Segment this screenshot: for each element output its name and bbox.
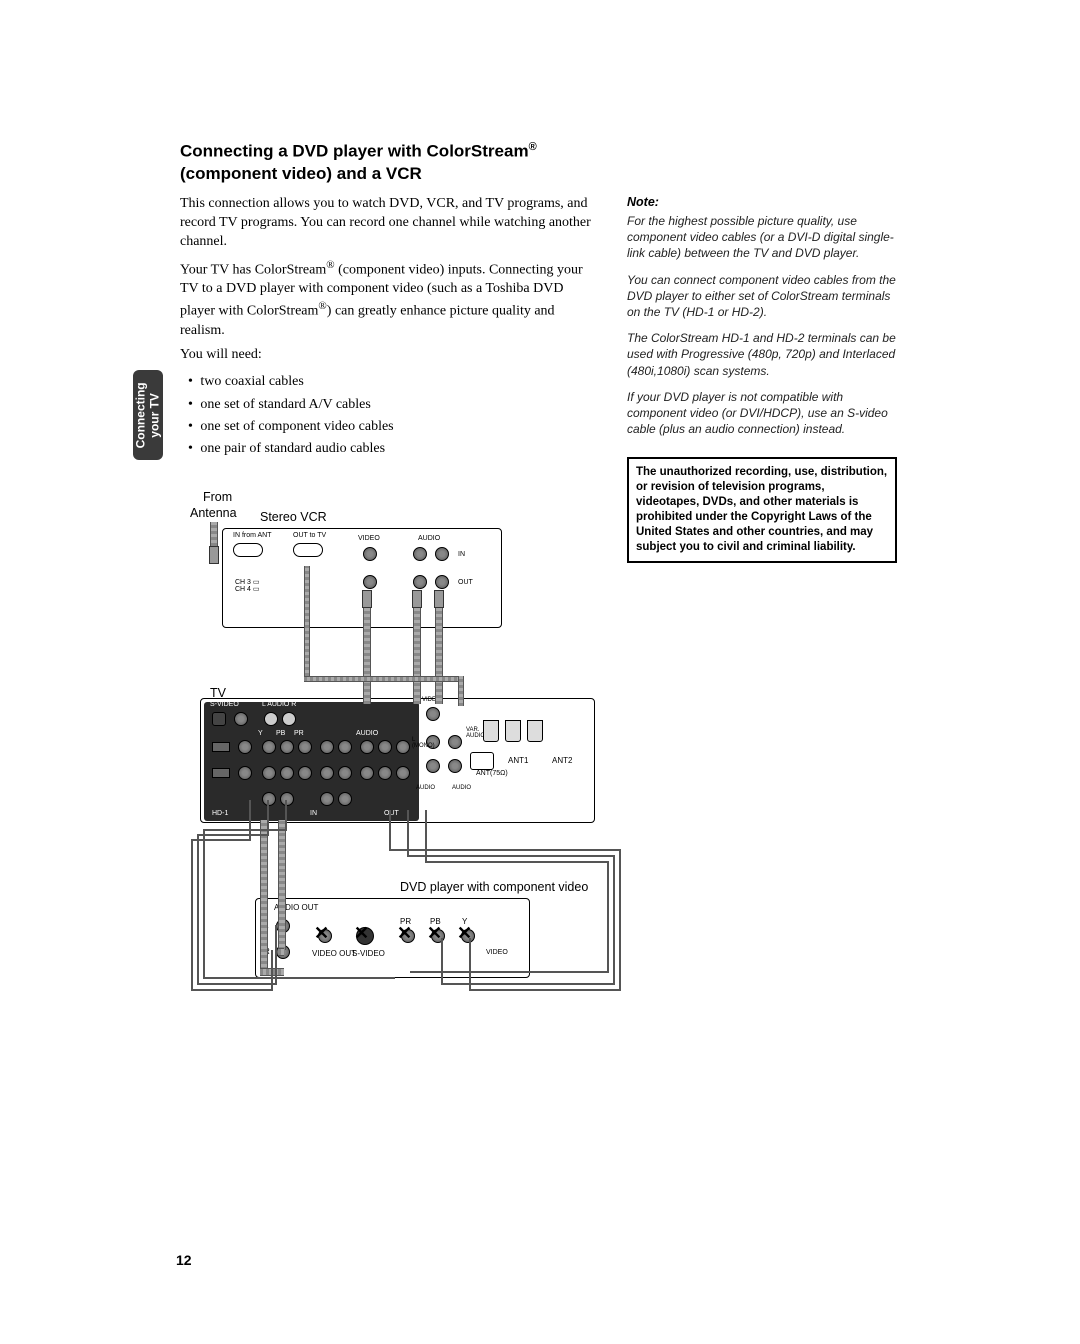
connection-diagram: From Antenna Stereo VCR TV DVD player wi… xyxy=(180,490,640,1010)
label-dvd: DVD player with component video xyxy=(400,880,588,894)
section-heading: Connecting a DVD player with ColorStream… xyxy=(180,140,920,185)
note-text: If your DVD player is not compatible wit… xyxy=(627,389,897,438)
warning-box: The unauthorized recording, use, distrib… xyxy=(627,457,897,563)
need-label: You will need: xyxy=(180,346,600,365)
page-number: 12 xyxy=(176,1252,192,1268)
label-antenna: Antenna xyxy=(190,506,237,520)
sidebar-notes: Note: For the highest possible picture q… xyxy=(627,195,897,563)
tv-rear-ports: ANT1 ANT2 ANT(75Ω) xyxy=(480,720,590,780)
label-vcr: Stereo VCR xyxy=(260,510,327,524)
chapter-tab-text: Connectingyour TV xyxy=(134,382,163,448)
note-heading: Note: xyxy=(627,195,897,209)
paragraph-2: Your TV has ColorStream® (component vide… xyxy=(180,258,600,341)
dvd-device: AUDIO OUT L R VIDEO OUT S-VIDEO PR PB Y … xyxy=(255,898,530,978)
note-text: For the highest possible picture quality… xyxy=(627,213,897,262)
note-text: The ColorStream HD-1 and HD-2 terminals … xyxy=(627,330,897,379)
vcr-device: IN from ANT OUT to TV VIDEO AUDIO IN OUT… xyxy=(222,528,502,628)
label-from: From xyxy=(203,490,232,504)
note-text: You can connect component video cables f… xyxy=(627,272,897,321)
paragraph-1: This connection allows you to watch DVD,… xyxy=(180,195,600,252)
chapter-tab: Connectingyour TV xyxy=(133,370,163,460)
